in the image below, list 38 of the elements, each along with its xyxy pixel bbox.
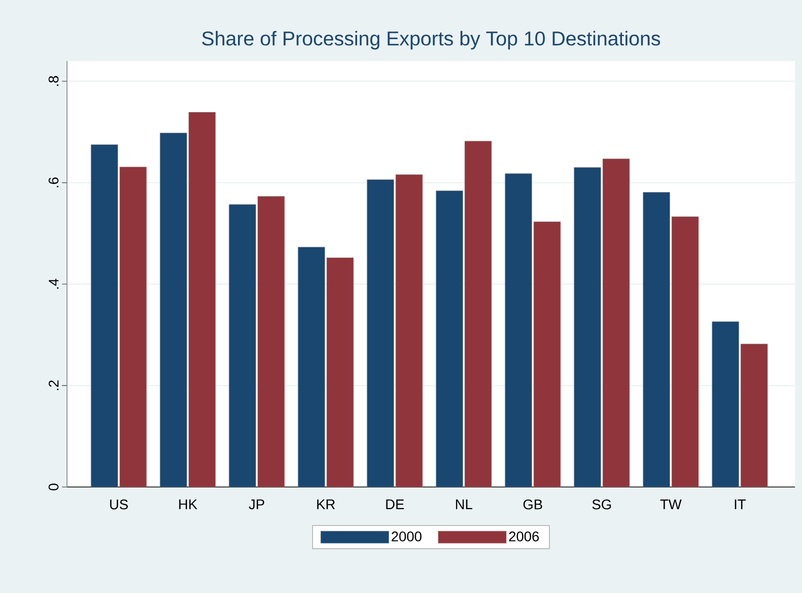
x-tick-label: JP [248,500,264,510]
bar [534,222,561,487]
x-tick-label: KR [317,500,335,510]
bar [188,112,216,487]
bar [712,321,740,487]
bar [228,204,256,487]
bar [602,158,630,487]
bar [574,167,602,487]
x-tick-label: NL [456,500,472,510]
bar [464,140,492,487]
bar [90,144,118,487]
legend-label: 2006 [509,532,539,542]
x-tick-label: HK [179,500,198,510]
x-tick-label: TW [660,500,682,510]
y-tick-label: .8 [48,76,58,86]
chart-title: Share of Processing Exports by Top 10 Destinations [202,30,660,50]
bar [672,216,699,487]
y-tick-label: .4 [48,278,58,289]
bar [160,132,187,487]
y-tick-label: 0 [48,484,58,490]
legend-label: 2000 [392,532,422,542]
x-tick-label: SG [592,499,611,510]
bar [366,179,394,487]
y-tick-label: .2 [48,380,58,390]
x-tick-label: US [110,499,128,510]
bar [740,344,768,487]
x-tick-label: GB [523,499,542,510]
bar [258,196,285,487]
bar [120,166,147,487]
bar [298,246,325,487]
bar [326,258,354,487]
y-tick-label: .6 [48,178,58,188]
x-tick-label: IT [734,500,746,510]
bar [436,190,463,487]
bar [504,173,532,487]
x-tick-label: DE [386,500,404,510]
bar [396,174,423,487]
bar [642,192,670,487]
